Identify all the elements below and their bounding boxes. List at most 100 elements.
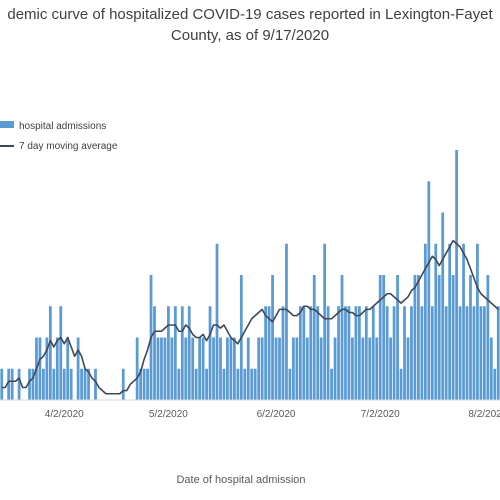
bar-hospital-admissions	[378, 275, 382, 400]
bar-hospital-admissions	[455, 150, 458, 400]
bar-hospital-admissions	[201, 337, 205, 400]
bar-hospital-admissions	[250, 368, 254, 400]
bar-hospital-admissions	[368, 337, 372, 400]
bar-hospital-admissions	[337, 306, 340, 400]
bar-hospital-admissions	[302, 306, 306, 400]
bar-hospital-admissions	[403, 306, 406, 400]
bar-hospital-admissions	[205, 368, 208, 400]
bar-hospital-admissions	[437, 275, 441, 400]
bar-hospital-admissions	[448, 243, 452, 400]
bar-hospital-admissions	[55, 337, 59, 400]
bar-hospital-admissions	[215, 243, 219, 400]
bar-hospital-admissions	[281, 306, 285, 400]
bar-hospital-admissions	[298, 306, 302, 400]
bars-layer	[0, 150, 500, 400]
bar-hospital-admissions	[42, 368, 45, 400]
bar-hospital-admissions	[83, 368, 87, 400]
bar-hospital-admissions	[430, 306, 434, 400]
chart-title: demic curve of hospitalized COVID-19 cas…	[0, 4, 500, 46]
bar-hospital-admissions	[371, 306, 375, 400]
bar-hospital-admissions	[267, 306, 271, 400]
bar-hospital-admissions	[351, 337, 354, 400]
bar-hospital-admissions	[285, 243, 288, 400]
bar-hospital-admissions	[31, 368, 35, 400]
legend-swatch-hospital-admissions	[0, 121, 14, 128]
bar-hospital-admissions	[420, 306, 424, 400]
bar-hospital-admissions	[10, 368, 14, 400]
bar-hospital-admissions	[361, 337, 365, 400]
bar-hospital-admissions	[80, 368, 83, 400]
bar-hospital-admissions	[396, 275, 399, 400]
legend-label-moving-average: 7 day moving average	[19, 141, 118, 152]
bar-hospital-admissions	[139, 368, 143, 400]
bar-hospital-admissions	[236, 368, 240, 400]
line-layer	[1, 239, 499, 395]
bar-hospital-admissions	[246, 337, 250, 400]
bar-hospital-admissions	[274, 337, 278, 400]
bar-hospital-admissions	[191, 337, 195, 400]
bar-hospital-admissions	[305, 337, 309, 400]
bar-hospital-admissions	[458, 306, 462, 400]
x-tick-label: 6/2/2020	[257, 409, 296, 420]
bar-hospital-admissions	[357, 306, 361, 400]
bar-hospital-admissions	[316, 306, 320, 400]
bar-hospital-admissions	[260, 337, 264, 400]
bar-hospital-admissions	[198, 337, 202, 400]
bar-hospital-admissions	[180, 306, 184, 400]
bar-hospital-admissions	[427, 181, 431, 400]
bar-hospital-admissions	[48, 306, 52, 400]
bar-hospital-admissions	[87, 368, 90, 400]
bar-hospital-admissions	[295, 337, 299, 400]
bar-hospital-admissions	[17, 368, 21, 400]
bar-hospital-admissions	[292, 337, 295, 400]
bar-hospital-admissions	[184, 337, 188, 400]
bar-hospital-admissions	[479, 306, 483, 400]
x-axis-title: Date of hospital admission	[176, 474, 305, 486]
bar-hospital-admissions	[177, 368, 181, 400]
bar-hospital-admissions	[66, 337, 70, 400]
bar-hospital-admissions	[389, 337, 393, 400]
bar-hospital-admissions	[385, 306, 389, 400]
bar-hospital-admissions	[212, 337, 215, 400]
bar-hospital-admissions	[142, 368, 146, 400]
bar-hospital-admissions	[496, 306, 500, 400]
bar-hospital-admissions	[208, 306, 212, 400]
chart-title-line-1: demic curve of hospitalized COVID-19 cas…	[7, 6, 493, 23]
bar-hospital-admissions	[364, 306, 368, 400]
bar-hospital-admissions	[392, 306, 396, 400]
bar-hospital-admissions	[434, 243, 438, 400]
bar-hospital-admissions	[219, 337, 222, 400]
bar-hospital-admissions	[399, 368, 403, 400]
bar-hospital-admissions	[146, 368, 149, 400]
bar-hospital-admissions	[271, 275, 274, 400]
bar-hospital-admissions	[417, 275, 420, 400]
bar-hospital-admissions	[469, 275, 472, 400]
x-tick-label: 4/2/2020	[45, 409, 84, 420]
bar-hospital-admissions	[229, 337, 233, 400]
bar-hospital-admissions	[187, 306, 191, 400]
bar-hospital-admissions	[153, 306, 156, 400]
bar-hospital-admissions	[410, 306, 413, 400]
bar-hospital-admissions	[135, 337, 139, 400]
bar-hospital-admissions	[482, 306, 486, 400]
bar-hospital-admissions	[243, 368, 247, 400]
x-tick-label: 7/2/2020	[361, 409, 400, 420]
bar-hospital-admissions	[406, 337, 410, 400]
chart-title-line-2: County, as of 9/17/2020	[170, 27, 330, 44]
bar-hospital-admissions	[382, 275, 386, 400]
x-tick-labels: 4/2/2020 5/2/2020 6/2/2020 7/2/2020 8/2/2020	[45, 409, 500, 420]
bar-hospital-admissions	[465, 306, 469, 400]
bar-hospital-admissions	[121, 368, 125, 400]
bar-hospital-admissions	[423, 243, 427, 400]
bar-hospital-admissions	[340, 275, 344, 400]
bar-hospital-admissions	[462, 243, 465, 400]
x-tick-label: 5/2/2020	[149, 409, 188, 420]
line-7-day-moving-average	[1, 239, 499, 395]
bar-hospital-admissions	[330, 368, 333, 400]
bar-hospital-admissions	[444, 306, 448, 400]
bar-hospital-admissions	[226, 337, 229, 400]
bar-hospital-admissions	[28, 368, 31, 400]
bar-hospital-admissions	[278, 337, 281, 400]
bar-hospital-admissions	[59, 306, 63, 400]
bar-hospital-admissions	[7, 368, 11, 400]
